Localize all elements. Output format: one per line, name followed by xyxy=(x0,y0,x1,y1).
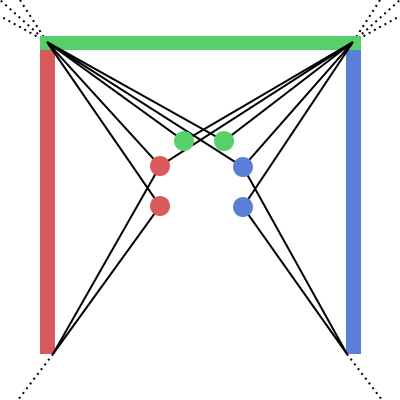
connection-line-top-left-to-red-dot-1 xyxy=(46,41,161,167)
dotted-ray-bottom-left-1 xyxy=(17,353,54,400)
red-dot-2 xyxy=(150,196,170,216)
connection-line-bottom-left-to-red-dot-1 xyxy=(52,165,161,355)
connection-line-bottom-right-to-blue-dot-1 xyxy=(242,166,348,355)
connection-line-top-left-to-blue-dot-1 xyxy=(46,41,244,168)
connection-line-top-right-to-blue-dot-1 xyxy=(242,41,354,168)
dotted-ray-top-left-3 xyxy=(0,15,48,43)
red-dot-1 xyxy=(150,156,170,176)
dotted-ray-top-right-1 xyxy=(352,0,400,43)
blue-dot-1 xyxy=(233,157,253,177)
dotted-ray-top-right-2 xyxy=(352,0,381,43)
connection-line-top-left-to-green-dot-1 xyxy=(46,41,185,142)
connection-line-top-left-to-green-dot-2 xyxy=(46,41,225,142)
connection-line-top-right-to-blue-dot-2 xyxy=(242,41,354,208)
blue-dot-2 xyxy=(233,197,253,217)
dotted-ray-top-left-1 xyxy=(0,0,48,43)
bars-layer xyxy=(40,36,361,354)
connection-lines-layer xyxy=(46,41,354,355)
connection-line-top-right-to-green-dot-1 xyxy=(183,41,354,142)
connection-line-top-left-to-red-dot-2 xyxy=(46,41,161,207)
green-dot-2 xyxy=(214,131,234,151)
connection-line-bottom-right-to-blue-dot-2 xyxy=(242,206,348,355)
left-bar xyxy=(40,36,55,354)
top-bar xyxy=(40,36,361,50)
connection-line-bottom-left-to-red-dot-2 xyxy=(52,205,161,355)
dots-layer xyxy=(150,131,253,217)
green-dot-1 xyxy=(174,131,194,151)
dotted-ray-bottom-right-1 xyxy=(346,353,383,400)
connection-line-top-right-to-green-dot-2 xyxy=(223,41,354,142)
right-bar xyxy=(346,36,361,354)
dotted-ray-top-left-2 xyxy=(19,0,48,43)
